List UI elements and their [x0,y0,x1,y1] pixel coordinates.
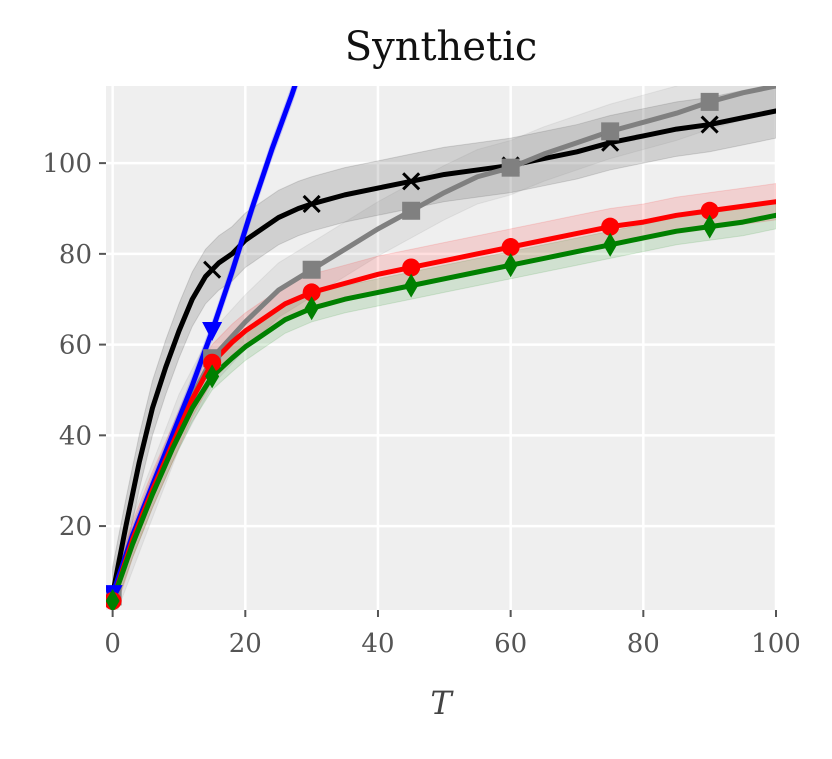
series-4-marker [503,253,518,278]
series-4-marker [404,273,419,298]
series-3-marker [700,201,719,220]
series-3-marker [203,353,222,372]
series-0-marker [700,115,719,134]
series-1-marker [601,122,620,141]
series-3-marker [601,217,620,236]
series-0-marker [402,172,421,191]
x-tick-label: 40 [361,629,394,659]
series-0-marker-stroke [402,172,421,191]
plot-area: 0 20 40 60 80 100 20 40 60 80 100 [42,86,801,659]
x-tick-label: 20 [229,629,262,659]
series-4-marker [106,588,120,610]
y-tick-label: 40 [59,421,92,451]
chart-title: Synthetic [345,24,538,70]
series-2-marker [202,321,223,341]
series-4-marker [205,364,220,389]
y-tick-label: 100 [42,149,92,179]
series-0-marker-stroke [700,115,719,134]
x-tick-label: 100 [751,629,801,659]
series-4-marker [304,296,319,321]
series-3-marker [402,258,421,277]
series-3-marker [501,238,520,257]
series-3-line [110,199,776,604]
x-axis-label: T [430,684,454,722]
series-1-marker [302,260,321,279]
series-3-marker [302,283,321,302]
y-tick-label: 60 [59,331,92,361]
series-1-marker [402,201,421,220]
series-4-marker [702,214,717,239]
x-tick-label: 80 [627,629,660,659]
series-4-marker [603,232,618,257]
series-1-marker [700,92,719,111]
x-tick-label: 0 [104,629,121,659]
series-0-marker [203,260,222,279]
series-0-marker [302,194,321,214]
y-tick-label: 20 [59,512,92,542]
series-layer [106,86,776,610]
series-1-line [110,86,776,599]
series-4-line [110,212,776,604]
series-1-marker [501,158,520,177]
x-tick-label: 60 [494,629,527,659]
series-0-marker-stroke [203,260,222,279]
y-tick-label: 80 [59,240,92,270]
series-0-marker-stroke [302,194,321,214]
